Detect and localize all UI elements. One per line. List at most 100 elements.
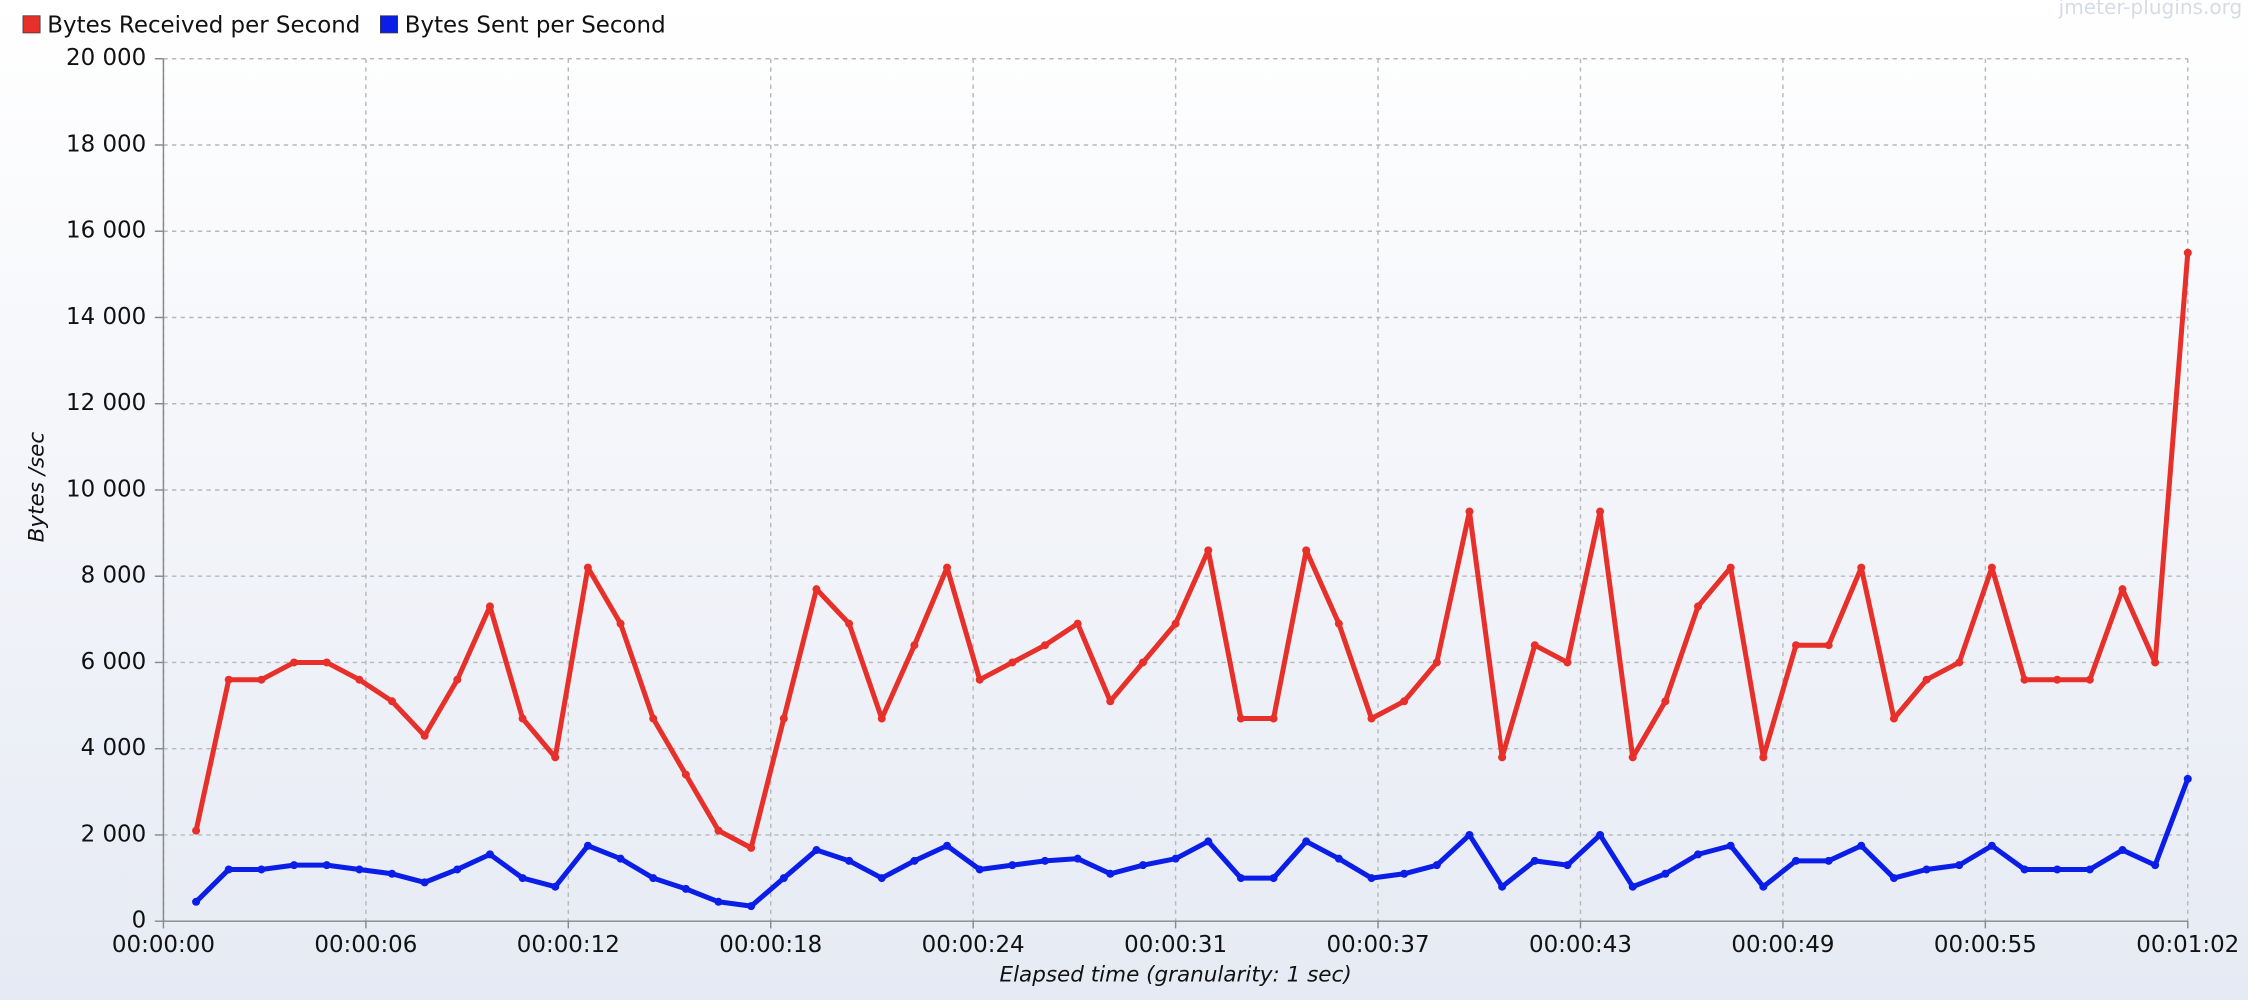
data-point (877, 714, 886, 723)
data-point (485, 850, 494, 859)
legend-label: Bytes Received per Second (47, 12, 360, 38)
data-point (1563, 861, 1572, 870)
data-point (616, 619, 625, 628)
x-tick-label: 00:00:18 (719, 932, 822, 958)
data-point (1726, 841, 1735, 850)
data-point (290, 658, 299, 667)
data-point (224, 865, 233, 874)
data-point (1628, 882, 1637, 891)
data-point (975, 865, 984, 874)
data-point (192, 897, 201, 906)
data-point (1432, 861, 1441, 870)
data-point (453, 865, 462, 874)
data-point (1073, 854, 1082, 863)
y-tick-label: 4 000 (81, 735, 147, 761)
data-point (1106, 869, 1115, 878)
data-point (322, 658, 331, 667)
data-point (1759, 882, 1768, 891)
data-point (1791, 856, 1800, 865)
data-point (2020, 865, 2029, 874)
data-point (192, 826, 201, 835)
data-point (257, 675, 266, 684)
legend-swatch (380, 15, 398, 34)
data-point (387, 869, 397, 878)
data-point (649, 714, 658, 723)
x-tick-label: 00:00:12 (517, 932, 620, 958)
data-point (1367, 874, 1376, 883)
data-point (1596, 830, 1605, 839)
data-point (1465, 507, 1474, 516)
data-point (681, 884, 690, 893)
data-point (975, 675, 984, 684)
data-point (583, 563, 592, 572)
data-point (1269, 714, 1278, 723)
data-point (453, 675, 462, 684)
data-point (1530, 641, 1539, 650)
data-point (2118, 846, 2127, 855)
x-tick-label: 00:00:00 (112, 932, 215, 958)
series-line (193, 252, 2191, 851)
data-point (1498, 882, 1507, 891)
data-point (1236, 874, 1245, 883)
y-tick-label: 14 000 (66, 304, 146, 330)
data-point (1008, 861, 1017, 870)
data-point (2085, 865, 2094, 874)
y-axis-label: Bytes /sec (24, 432, 49, 543)
data-point (551, 882, 560, 891)
data-point (877, 874, 886, 883)
data-point (1400, 869, 1409, 878)
data-point (1889, 874, 1898, 883)
data-point (1824, 641, 1833, 650)
data-point (910, 641, 919, 650)
x-tick-label: 00:00:37 (1327, 932, 1430, 958)
data-point (779, 874, 788, 883)
data-point (2020, 675, 2029, 684)
data-point (518, 714, 527, 723)
data-point (1498, 753, 1507, 762)
data-point (1857, 563, 1866, 572)
data-point (649, 874, 658, 883)
data-point (943, 841, 952, 850)
y-tick-label: 20 000 (66, 45, 146, 71)
data-point (322, 861, 331, 870)
y-tick-label: 0 (132, 908, 147, 934)
data-point (1204, 546, 1213, 555)
data-point (1824, 856, 1833, 865)
x-tick-label: 00:00:55 (1934, 932, 2037, 958)
data-point (2151, 861, 2160, 870)
data-point (1334, 854, 1343, 863)
data-point (1694, 850, 1703, 859)
y-tick-label: 6 000 (81, 649, 147, 675)
data-point (1596, 507, 1605, 516)
data-point (1987, 841, 1996, 850)
data-point (420, 731, 429, 740)
data-point (1955, 861, 1964, 870)
data-point (845, 619, 854, 628)
data-point (583, 841, 592, 850)
x-tick-label: 00:00:43 (1529, 932, 1632, 958)
data-point (2053, 865, 2062, 874)
data-point (355, 865, 364, 874)
legend-swatch (22, 15, 41, 34)
data-point (2183, 774, 2192, 783)
watermark: jmeter-plugins.org (2058, 0, 2243, 19)
x-tick-label: 00:00:49 (1731, 932, 1834, 958)
data-point (1922, 675, 1931, 684)
data-point (910, 856, 919, 865)
data-point (747, 843, 756, 852)
data-point (1302, 837, 1311, 846)
data-point (355, 675, 364, 684)
legend-label: Bytes Sent per Second (405, 12, 666, 38)
data-point (845, 856, 854, 865)
data-point (1987, 563, 1996, 572)
data-point (1400, 697, 1409, 706)
data-point (2053, 675, 2062, 684)
data-point (1922, 865, 1931, 874)
data-point (1857, 841, 1866, 850)
data-point (1302, 546, 1311, 555)
data-point (1661, 697, 1670, 706)
data-point (1138, 861, 1147, 870)
data-point (257, 865, 266, 874)
